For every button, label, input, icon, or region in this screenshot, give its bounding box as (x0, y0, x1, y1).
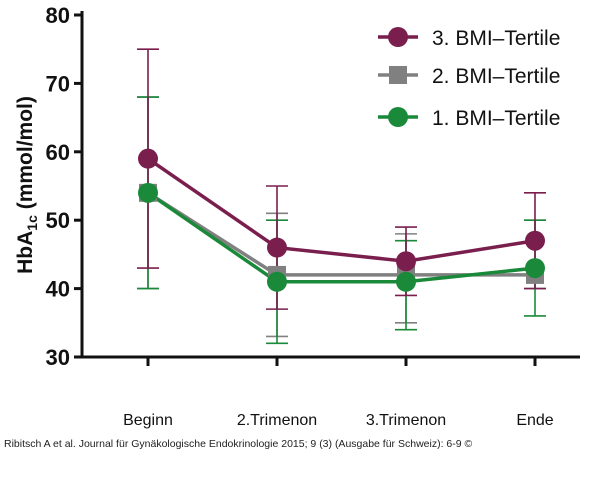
y-axis-label-sub: 1c (24, 215, 40, 231)
source-caption: Ribitsch A et al. Journal für Gynäkologi… (4, 438, 473, 450)
y-axis-label: HbA1c (mmol/mol) (14, 96, 40, 274)
series-line (147, 157, 536, 264)
y-axis-label-unit: (mmol/mol) (14, 96, 37, 209)
legend-marker-circle (388, 107, 408, 127)
legend: 3. BMI‒Tertile 2. BMI‒Tertile 1. BMI‒Terti… (378, 27, 560, 130)
legend-label: 1. BMI‒Tertile (432, 107, 560, 130)
series-lines (147, 157, 536, 284)
y-tick-label: 70 (46, 71, 70, 96)
svg-text:HbA1c (mmol/mol): HbA1c (mmol/mol) (14, 96, 40, 274)
x-tick-label: Ende (516, 412, 553, 429)
error-bars (137, 48, 546, 345)
data-point-circle (267, 271, 287, 292)
y-tick-label: 60 (46, 140, 70, 165)
legend-marker-circle (388, 27, 408, 47)
legend-marker-square (389, 66, 407, 84)
x-tick-label: 3.Trimenon (366, 412, 446, 429)
series-markers (138, 148, 545, 292)
legend-label: 2. BMI‒Tertile (432, 65, 560, 88)
y-tick-label: 30 (46, 345, 70, 370)
data-point-circle (525, 230, 545, 251)
x-tick-label: Beginn (123, 412, 173, 429)
legend-label: 3. BMI‒Tertile (432, 27, 560, 50)
data-point-circle (396, 271, 416, 292)
series-line (147, 191, 536, 284)
hba1c-line-chart: HbA1c (mmol/mol) 30 40 50 60 70 80 Beginn 2.Tri… (14, 3, 580, 429)
y-tick-label: 50 (46, 208, 70, 233)
data-point-circle (525, 258, 545, 279)
data-point-circle (138, 182, 158, 203)
axes: 30 40 50 60 70 80 Beginn 2.Trimenon 3.Trimenon En… (46, 3, 580, 429)
data-point-circle (267, 237, 287, 258)
y-tick-label: 80 (46, 3, 70, 28)
y-axis-label-main: HbA (14, 231, 37, 274)
data-point-circle (396, 251, 416, 272)
y-tick-label: 40 (46, 277, 70, 302)
x-tick-label: 2.Trimenon (237, 412, 317, 429)
data-point-circle (138, 148, 158, 169)
